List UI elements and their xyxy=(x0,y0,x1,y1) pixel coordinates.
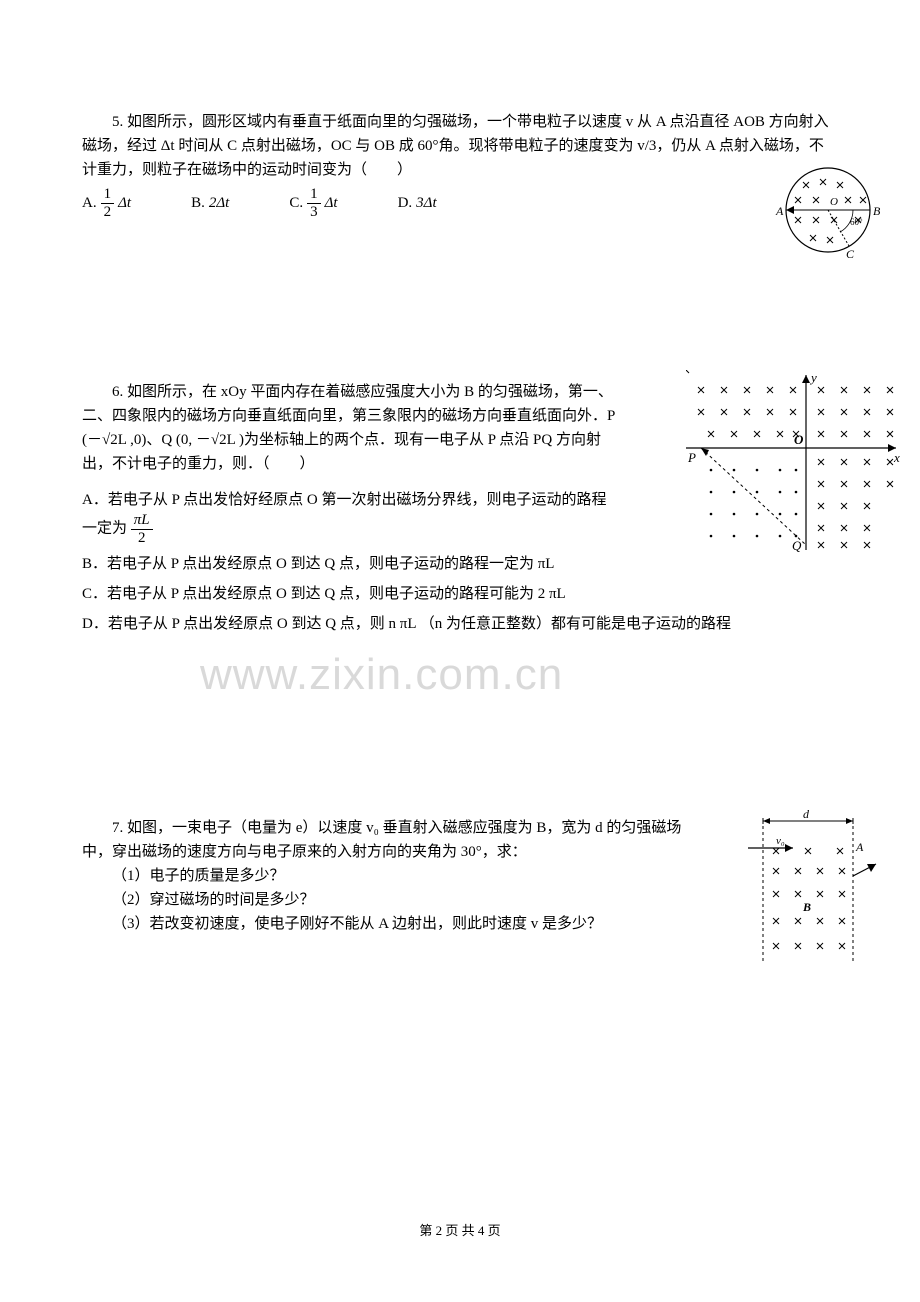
label-y: y xyxy=(809,370,817,385)
sqrt: √2 xyxy=(102,432,118,448)
opt-a-pre: A．若电子从 P 点出发恰好经原点 O 第一次射出磁场分界线，则电子运动的路程一… xyxy=(82,492,606,536)
frac-den: 2 xyxy=(135,530,149,547)
q6-opt-c: C．若电子从 P 点出发经原点 O 到达 Q 点，则电子运动的路程可能为 2 π… xyxy=(82,582,838,606)
label-c: C xyxy=(846,247,855,261)
frac-num: 1 xyxy=(101,186,115,204)
label-b: B xyxy=(873,204,881,218)
watermark: www.zixin.com.cn xyxy=(200,640,563,710)
q5-opt-a: A. 1 2 Δt xyxy=(82,186,131,220)
page-footer: 第 2 页 共 4 页 xyxy=(0,1221,920,1242)
label-q: Q xyxy=(792,538,802,553)
label-v0: v₀ xyxy=(776,835,785,847)
fraction: 1 3 xyxy=(307,186,321,220)
opt-label: B. xyxy=(191,191,205,215)
q5-opt-c: C. 1 3 Δt xyxy=(289,186,337,220)
q7-sub3: （3）若改变初速度，使电子刚好不能从 A 边射出，则此时速度 v 是多少？ xyxy=(82,912,838,936)
opt-suffix: Δt xyxy=(118,191,131,215)
q7-figure: d v₀ A B xyxy=(748,806,878,966)
frac-den: 3 xyxy=(307,204,321,221)
q5-text: 5. 如图所示，圆形区域内有垂直于纸面向里的匀强磁场，一个带电粒子以速度 v 从… xyxy=(82,110,838,182)
q7-sub1: （1）电子的质量是多少？ xyxy=(82,864,838,888)
q5-options: A. 1 2 Δt B. 2Δt C. 1 3 Δt D. 3Δt xyxy=(82,186,838,220)
q5-figure: A B C O 60° xyxy=(758,160,898,270)
q7-sub2: （2）穿过磁场的时间是多少？ xyxy=(82,888,838,912)
frac-num: πL xyxy=(131,512,153,530)
q5-opt-d: D. 3Δt xyxy=(398,186,437,220)
problem-5: 5. 如图所示，圆形区域内有垂直于纸面向里的匀强磁场，一个带电粒子以速度 v 从… xyxy=(82,110,838,220)
label-x: x xyxy=(893,450,900,465)
opt-suffix: Δt xyxy=(325,191,338,215)
q6-opt-d: D．若电子从 P 点出发经原点 O 到达 Q 点，则 n πL （n 为任意正整… xyxy=(82,612,838,636)
opt-label: C. xyxy=(289,191,303,215)
problem-6: 6. 如图所示，在 xOy 平面内存在着磁感应强度大小为 B 的匀强磁场，第一、… xyxy=(82,380,838,636)
problem-7: 7. 如图，一束电子（电量为 e）以速度 v₀ 垂直射入磁感应强度为 B，宽为 … xyxy=(82,816,838,936)
q5-opt-b: B. 2Δt xyxy=(191,186,229,220)
opt-val: 2Δt xyxy=(209,191,229,215)
frac-num: 1 xyxy=(307,186,321,204)
fraction: 1 2 xyxy=(101,186,115,220)
q7-text: 7. 如图，一束电子（电量为 e）以速度 v₀ 垂直射入磁感应强度为 B，宽为 … xyxy=(82,816,838,864)
opt-label: A. xyxy=(82,191,97,215)
label-d: d xyxy=(803,807,810,821)
q6-p1-mid: L ,0)、Q (0, － xyxy=(118,432,211,448)
label-o: O xyxy=(830,196,838,208)
opt-label: D. xyxy=(398,191,413,215)
sqrt: √2 xyxy=(211,432,227,448)
label-a: A xyxy=(775,204,784,218)
label-p: P xyxy=(687,450,696,465)
label-b: B xyxy=(802,900,811,914)
q6-figure: y x O P Q xyxy=(686,370,906,560)
frac-den: 2 xyxy=(101,204,115,221)
opt-val: 3Δt xyxy=(416,191,436,215)
fraction: πL 2 xyxy=(131,512,153,546)
label-a: A xyxy=(855,840,864,854)
